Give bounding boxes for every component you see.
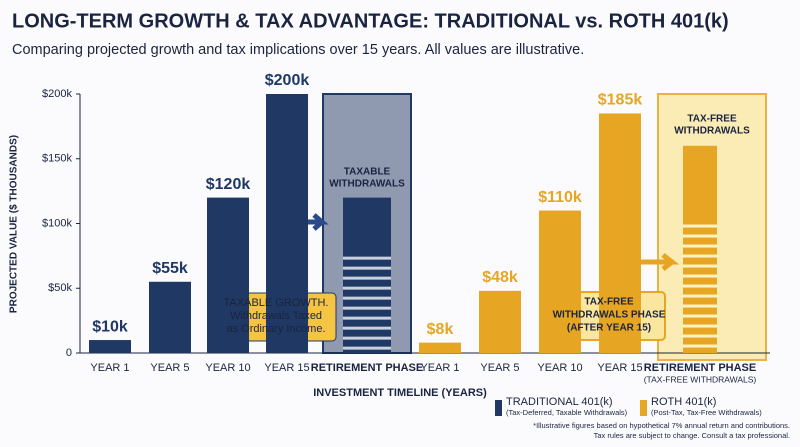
bar	[599, 113, 641, 353]
stripe	[343, 346, 391, 350]
stripe	[343, 316, 391, 320]
x-tick-label: YEAR 5	[480, 362, 519, 374]
legend-swatch	[495, 400, 502, 416]
legend-note: (Post-Tax, Tax-Free Withdrawals)	[651, 408, 762, 417]
bar	[683, 145, 717, 353]
stripe	[683, 254, 717, 258]
stripe	[683, 314, 717, 318]
annotation: TAX-FREE	[584, 297, 634, 308]
legend-label: TRADITIONAL 401(k)	[506, 396, 613, 408]
stripe	[343, 336, 391, 340]
legend-label: ROTH 401(k)	[651, 396, 716, 408]
x-axis-label: INVESTMENT TIMELINE (YEARS)	[313, 387, 487, 399]
chart-title: LONG-TERM GROWTH & TAX ADVANTAGE: TRADIT…	[12, 10, 729, 32]
legend-swatch	[640, 400, 647, 416]
data-label: $48k	[482, 269, 518, 286]
bar	[343, 197, 391, 353]
bar	[149, 281, 191, 353]
data-label: $10k	[92, 318, 128, 335]
annotation: WITHDRAWALS	[329, 179, 405, 190]
bar	[419, 342, 461, 353]
stripe	[343, 286, 391, 290]
bar	[89, 340, 131, 353]
chart-subtitle: Comparing projected growth and tax impli…	[12, 42, 584, 58]
bar	[479, 290, 521, 353]
x-tick-label: YEAR 5	[150, 362, 189, 374]
stripe	[683, 224, 717, 228]
bar	[207, 197, 249, 353]
data-label: $200k	[265, 72, 310, 89]
stripe	[343, 296, 391, 300]
y-axis-label: PROJECTED VALUE ($ THOUSANDS)	[9, 135, 20, 313]
stripe	[683, 334, 717, 338]
y-tick-label: $50k	[48, 282, 72, 294]
x-tick-label: YEAR 10	[205, 362, 250, 374]
footnote: Tax rules are subject to change. Consult…	[594, 431, 790, 440]
annotation: WITHDRAWALS	[674, 126, 750, 137]
y-tick-label: $150k	[42, 153, 72, 165]
data-label: $55k	[152, 260, 188, 277]
annotation: TAXABLE GROWTH.	[224, 297, 329, 309]
x-tick-label: YEAR 1	[90, 362, 129, 374]
stripe	[683, 264, 717, 268]
x-tick-label: YEAR 1	[420, 362, 459, 374]
annotation: TAX-FREE	[687, 114, 737, 125]
data-label: $185k	[598, 92, 643, 109]
data-label: $8k	[427, 321, 454, 338]
stripe	[683, 244, 717, 248]
x-tick-label: YEAR 10	[537, 362, 582, 374]
x-tick-label: RETIREMENT PHASE	[311, 362, 423, 374]
stripe	[683, 344, 717, 348]
stripe	[343, 276, 391, 280]
legend-note: (Tax-Deferred, Taxable Withdrawals)	[506, 408, 628, 417]
bar	[539, 210, 581, 353]
annotation: TAXABLE	[344, 167, 391, 178]
annotation: as Ordinary Income.	[226, 323, 325, 335]
footnote: *Illustrative figures based on hypotheti…	[533, 421, 790, 430]
data-label: $120k	[206, 176, 251, 193]
stripe	[343, 266, 391, 270]
stripe	[683, 284, 717, 288]
annotation: Withdrawals Taxed	[230, 310, 322, 322]
bar	[266, 94, 308, 353]
x-tick-label: YEAR 15	[597, 362, 642, 374]
stripe	[343, 256, 391, 260]
annotation: (AFTER YEAR 15)	[567, 323, 651, 334]
y-tick-label: 0	[66, 347, 72, 359]
stripe	[683, 274, 717, 278]
y-tick-label: $100k	[42, 217, 72, 229]
data-label: $110k	[538, 189, 582, 206]
y-tick-label: $200k	[42, 88, 72, 100]
x-tick-label: YEAR 15	[264, 362, 309, 374]
stripe	[683, 304, 717, 308]
x-tick-note: (TAX-FREE WITHDRAWALS)	[644, 374, 757, 384]
stripe	[683, 234, 717, 238]
annotation: WITHDRAWALS PHASE	[553, 310, 666, 321]
x-tick-label: RETIREMENT PHASE	[644, 362, 756, 374]
stripe	[683, 294, 717, 298]
arrow	[632, 253, 680, 271]
stripe	[343, 306, 391, 310]
stripe	[683, 324, 717, 328]
stripe	[343, 326, 391, 330]
